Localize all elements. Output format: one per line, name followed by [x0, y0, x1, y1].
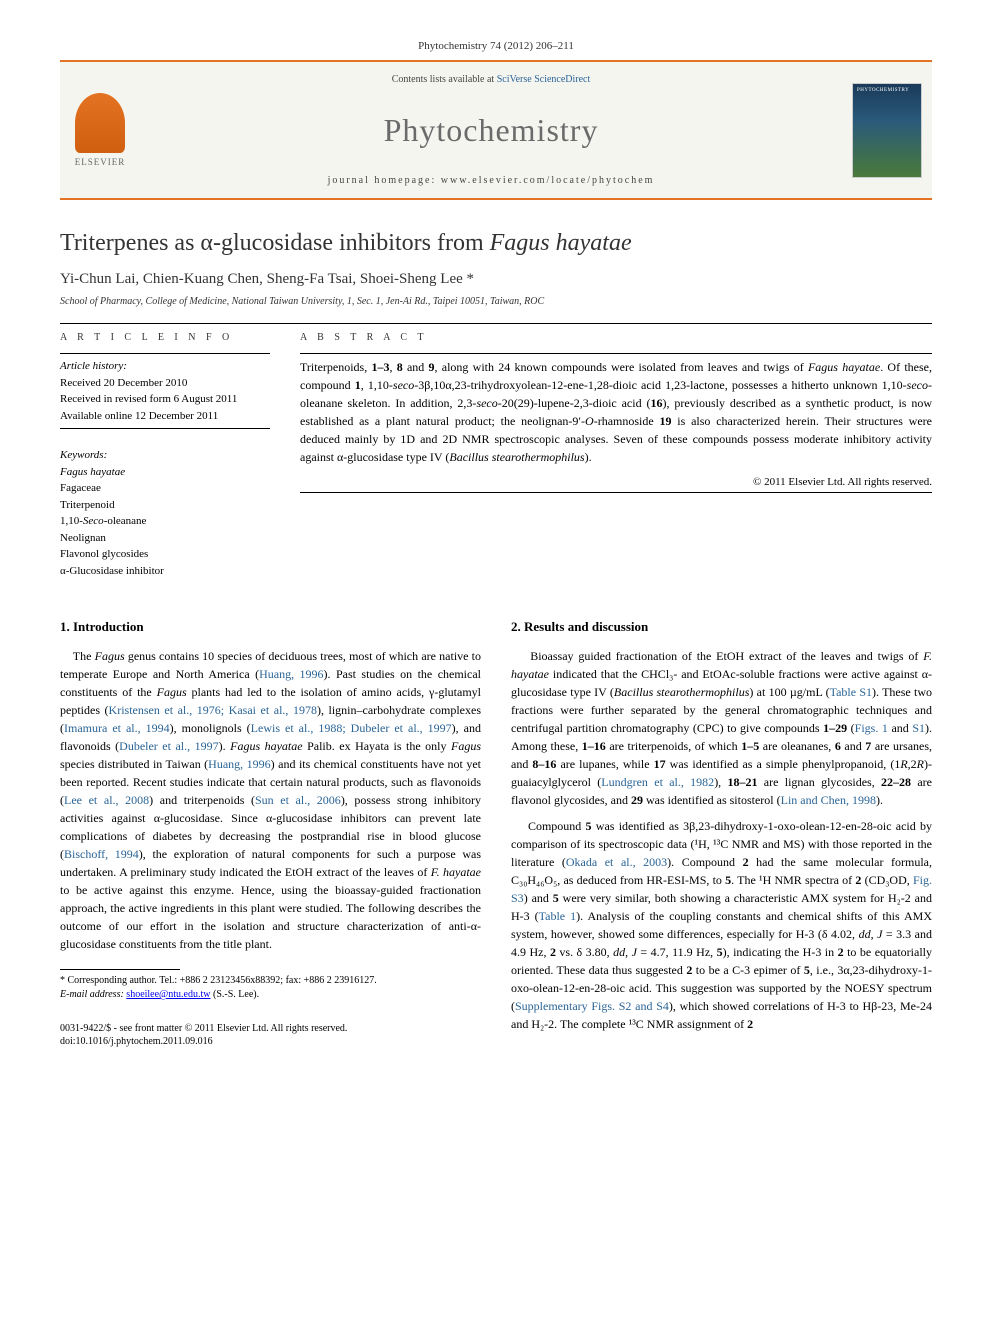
results-paragraph-1: Bioassay guided fractionation of the EtO…	[511, 647, 932, 809]
left-column: 1. Introduction The Fagus genus contains…	[60, 619, 481, 1048]
email-label: E-mail address:	[60, 989, 124, 1000]
doi-line: doi:10.1016/j.phytochem.2011.09.016	[60, 1035, 481, 1048]
journal-cover-thumbnail	[842, 62, 932, 198]
keywords-label: Keywords:	[60, 447, 270, 464]
revised-date: Received in revised form 6 August 2011	[60, 391, 270, 408]
keyword-item: Neolignan	[60, 530, 270, 547]
info-divider-1	[60, 353, 270, 354]
footer-block: 0031-9422/$ - see front matter © 2011 El…	[60, 1022, 481, 1048]
history-label: Article history:	[60, 358, 270, 375]
keyword-item: Flavonol glycosides	[60, 546, 270, 563]
header-center: Contents lists available at SciVerse Sci…	[140, 62, 842, 198]
email-suffix: (S.-S. Lee).	[213, 989, 259, 1000]
article-history-block: Article history: Received 20 December 20…	[60, 358, 270, 424]
info-abstract-row: A R T I C L E I N F O Article history: R…	[60, 332, 932, 579]
online-date: Available online 12 December 2011	[60, 408, 270, 425]
front-matter-line: 0031-9422/$ - see front matter © 2011 El…	[60, 1022, 481, 1035]
cover-image	[852, 83, 922, 178]
article-info-heading: A R T I C L E I N F O	[60, 332, 270, 343]
body-columns: 1. Introduction The Fagus genus contains…	[60, 619, 932, 1048]
journal-header-box: ELSEVIER Contents lists available at Sci…	[60, 60, 932, 200]
elsevier-label: ELSEVIER	[75, 157, 126, 167]
abstract-copyright: © 2011 Elsevier Ltd. All rights reserved…	[300, 476, 932, 488]
contents-prefix: Contents lists available at	[392, 74, 497, 85]
corresponding-author-footnote: * Corresponding author. Tel.: +886 2 231…	[60, 974, 481, 1002]
article-info-column: A R T I C L E I N F O Article history: R…	[60, 332, 270, 579]
sciencedirect-link[interactable]: SciVerse ScienceDirect	[497, 74, 591, 85]
corresponding-line: * Corresponding author. Tel.: +886 2 231…	[60, 974, 481, 988]
received-date: Received 20 December 2010	[60, 375, 270, 392]
keyword-item: Fagaceae	[60, 480, 270, 497]
keywords-block: Keywords: Fagus hayatae Fagaceae Triterp…	[60, 447, 270, 579]
homepage-url: www.elsevier.com/locate/phytochem	[441, 175, 655, 186]
email-line: E-mail address: shoeilee@ntu.edu.tw (S.-…	[60, 988, 481, 1002]
section-heading-intro: 1. Introduction	[60, 619, 481, 635]
section-heading-results: 2. Results and discussion	[511, 619, 932, 635]
keyword-item: 1,10-Seco-oleanane	[60, 513, 270, 530]
keyword-item: α-Glucosidase inhibitor	[60, 563, 270, 580]
abstract-heading: A B S T R A C T	[300, 332, 932, 343]
keyword-item: Fagus hayatae	[60, 464, 270, 481]
results-paragraph-2: Compound 5 was identified as 3β,23-dihyd…	[511, 817, 932, 1033]
footnote-rule	[60, 969, 180, 970]
contents-available-line: Contents lists available at SciVerse Sci…	[392, 74, 591, 85]
article-title: Triterpenes as α-glucosidase inhibitors …	[60, 230, 932, 257]
info-divider-2	[60, 428, 270, 429]
abstract-text: Triterpenoids, 1–3, 8 and 9, along with …	[300, 358, 932, 466]
elsevier-tree-icon	[75, 93, 125, 153]
homepage-prefix: journal homepage:	[328, 175, 441, 186]
divider-top	[60, 323, 932, 324]
email-link[interactable]: shoeilee@ntu.edu.tw	[126, 989, 210, 1000]
abstract-divider-bottom	[300, 492, 932, 493]
citation-header: Phytochemistry 74 (2012) 206–211	[60, 40, 932, 52]
authors-line: Yi-Chun Lai, Chien-Kuang Chen, Sheng-Fa …	[60, 271, 932, 288]
right-column: 2. Results and discussion Bioassay guide…	[511, 619, 932, 1048]
abstract-divider	[300, 353, 932, 354]
page-container: Phytochemistry 74 (2012) 206–211 ELSEVIE…	[0, 0, 992, 1088]
homepage-line: journal homepage: www.elsevier.com/locat…	[328, 175, 655, 186]
keyword-item: Triterpenoid	[60, 497, 270, 514]
intro-paragraph: The Fagus genus contains 10 species of d…	[60, 647, 481, 953]
affiliation: School of Pharmacy, College of Medicine,…	[60, 296, 932, 307]
abstract-column: A B S T R A C T Triterpenoids, 1–3, 8 an…	[300, 332, 932, 579]
elsevier-logo: ELSEVIER	[60, 62, 140, 198]
journal-title: Phytochemistry	[384, 112, 599, 149]
